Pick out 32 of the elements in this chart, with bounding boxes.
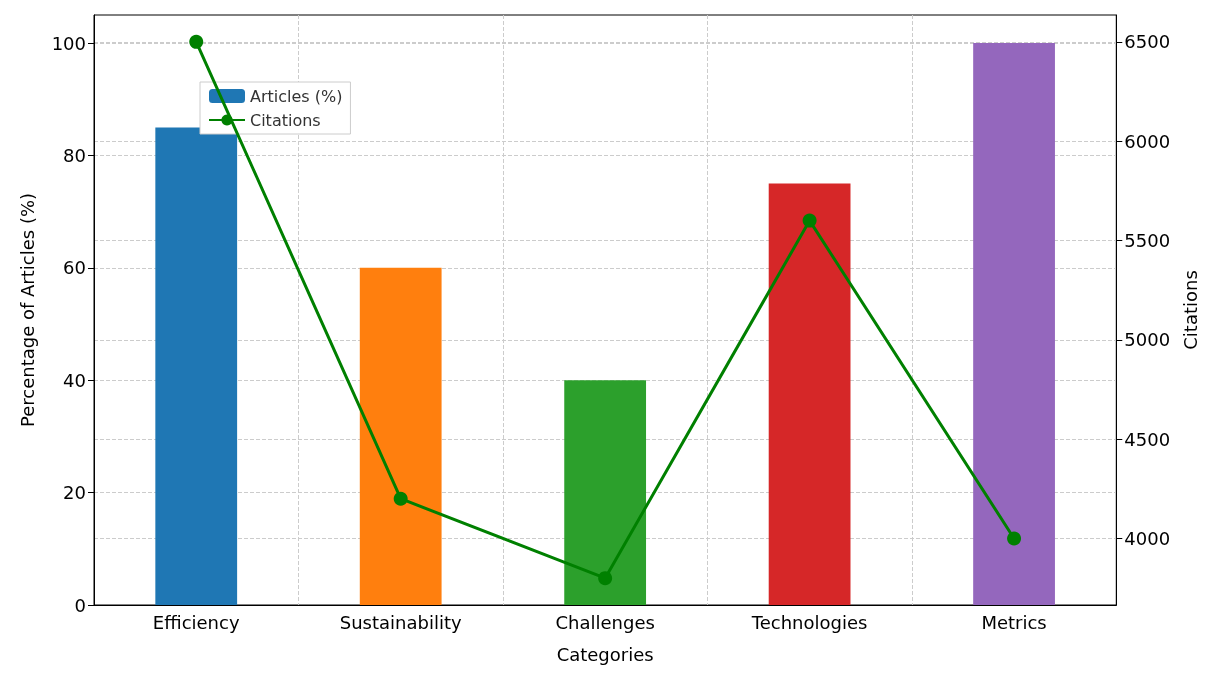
x-tick-label: Metrics	[981, 611, 1047, 633]
y-axis-title: Percentage of Articles (%)	[16, 192, 38, 428]
y-tick-label: 0	[74, 594, 86, 616]
y-tick-label: 100	[51, 32, 86, 54]
x-tick-label: Efficiency	[152, 611, 240, 633]
bar	[973, 43, 1055, 605]
legend-label: Citations	[250, 110, 321, 130]
x-axis-title: Categories	[556, 643, 654, 665]
y-tick-label: 80	[63, 144, 86, 166]
point	[189, 34, 204, 49]
y-tick-label: 60	[63, 257, 86, 279]
x-tick-label: Technologies	[750, 611, 868, 633]
y2-tick-label: 5500	[1124, 229, 1171, 251]
x-tick-label: Sustainability	[339, 611, 462, 633]
legend-label: Articles (%)	[250, 86, 343, 106]
bar	[155, 127, 238, 605]
y2-tick-label: 6500	[1124, 31, 1171, 53]
y2-tick-label: 4500	[1124, 428, 1171, 450]
y-tick-label: 40	[63, 369, 86, 391]
bar	[359, 267, 442, 605]
point	[802, 213, 817, 228]
point	[598, 571, 613, 586]
y2-tick-label: 5000	[1124, 329, 1171, 351]
y2-axis-title: Citations	[1179, 270, 1201, 350]
point	[393, 491, 408, 506]
bar	[768, 183, 851, 605]
point	[1007, 531, 1022, 546]
bar	[564, 380, 647, 605]
y2-tick-label: 4000	[1124, 527, 1171, 549]
x-tick-label: Challenges	[555, 611, 655, 633]
y-tick-label: 20	[63, 482, 86, 504]
y2-tick-label: 6000	[1124, 130, 1171, 152]
